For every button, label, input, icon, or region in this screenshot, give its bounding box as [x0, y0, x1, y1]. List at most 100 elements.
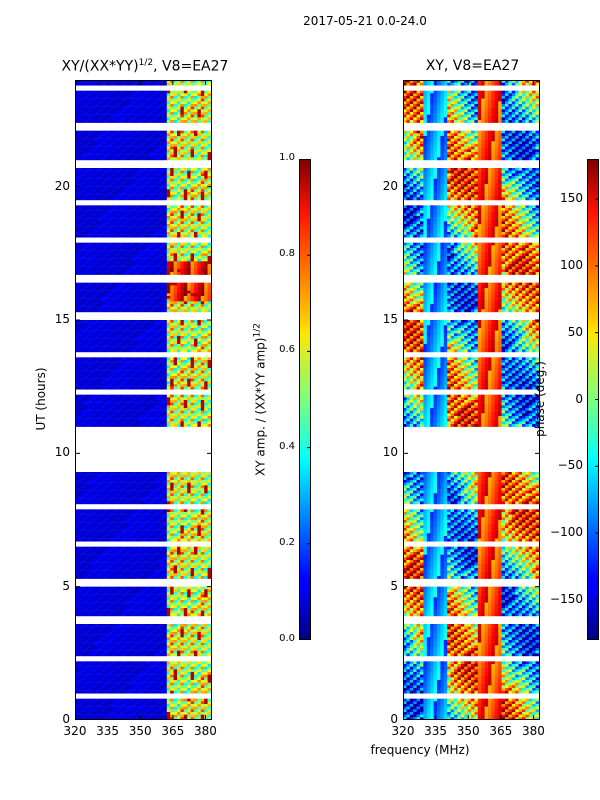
heatmap-cell	[129, 482, 134, 486]
heatmap-cell	[207, 424, 212, 427]
heatmap-cell	[136, 176, 140, 179]
heatmap-cell	[183, 496, 188, 499]
heatmap-cell	[109, 82, 113, 86]
heatmap-cell	[190, 181, 195, 185]
heatmap-cell	[85, 253, 89, 257]
heatmap-cell	[207, 154, 212, 158]
heatmap-cell	[200, 224, 205, 227]
heatmap-cell	[207, 218, 212, 222]
heatmap-cell	[139, 330, 144, 334]
heatmap-cell	[88, 266, 93, 270]
heatmap-cell	[95, 181, 100, 185]
heatmap-cell	[139, 416, 144, 419]
heatmap-cell	[170, 490, 174, 494]
heatmap-cell	[187, 101, 191, 105]
heatmap-cell	[119, 290, 123, 294]
heatmap-cell	[170, 368, 174, 371]
heatmap-cell	[78, 496, 83, 499]
heatmap-cell	[126, 338, 130, 342]
heatmap-cell	[163, 485, 168, 489]
heatmap-cell	[173, 322, 178, 326]
heatmap-cell	[153, 384, 157, 387]
heatmap-cell	[149, 208, 154, 211]
heatmap-cell	[139, 170, 144, 174]
heatmap-cell	[139, 192, 144, 195]
heatmap-cell	[149, 224, 154, 227]
heatmap-cell	[180, 106, 185, 110]
heatmap-cell	[180, 144, 185, 147]
heatmap-cell	[122, 413, 127, 417]
heatmap-cell	[129, 298, 134, 302]
heatmap-cell	[187, 98, 191, 102]
heatmap-cell	[132, 309, 137, 313]
heatmap-cell	[177, 120, 181, 123]
heatmap-cell	[126, 413, 130, 417]
heatmap-cell	[132, 141, 137, 145]
heatmap-cell	[92, 96, 96, 99]
heatmap-cell	[88, 224, 93, 227]
heatmap-cell	[177, 104, 181, 107]
heatmap-cell	[143, 157, 147, 161]
heatmap-cell	[149, 272, 154, 275]
heatmap-cell	[139, 378, 144, 382]
heatmap-cell	[190, 109, 195, 113]
heatmap-cell	[166, 328, 171, 331]
heatmap-cell	[190, 418, 195, 422]
heatmap-cell	[129, 80, 134, 83]
heatmap-cell	[126, 141, 130, 145]
heatmap-cell	[129, 413, 134, 417]
heatmap-cell	[88, 248, 93, 251]
heatmap-cell	[163, 373, 168, 377]
heatmap-cell	[81, 216, 86, 219]
heatmap-cell	[194, 152, 198, 155]
heatmap-cell	[200, 381, 205, 385]
heatmap-cell	[132, 381, 137, 385]
heatmap-cell	[129, 410, 134, 414]
heatmap-cell	[122, 109, 127, 113]
heatmap-cell	[115, 509, 120, 513]
heatmap-cell	[119, 80, 123, 83]
heatmap-cell	[173, 197, 178, 201]
heatmap-cell	[149, 197, 154, 201]
heatmap-cell	[75, 368, 79, 371]
heatmap-cell	[180, 341, 185, 345]
heatmap-cell	[122, 490, 127, 494]
heatmap-cell	[170, 133, 174, 137]
heatmap-cell	[143, 117, 147, 121]
heatmap-cell	[207, 333, 212, 337]
heatmap-cell	[177, 234, 181, 238]
heatmap-cell	[98, 245, 103, 249]
heatmap-cell	[122, 245, 127, 249]
heatmap-cell	[200, 384, 205, 387]
heatmap-cell	[197, 424, 202, 427]
heatmap-cell	[194, 157, 198, 161]
heatmap-cell	[163, 80, 168, 83]
heatmap-cell	[183, 194, 188, 198]
heatmap-cell	[153, 368, 157, 371]
heatmap-cell	[132, 370, 137, 374]
heatmap-cell	[115, 338, 120, 342]
heatmap-cell	[204, 106, 208, 110]
heatmap-cell	[156, 384, 161, 387]
heatmap-cell	[75, 418, 79, 422]
heatmap-cell	[166, 336, 171, 339]
heatmap-cell	[146, 96, 151, 99]
heatmap-cell	[112, 189, 117, 193]
heatmap-cell	[132, 221, 137, 225]
heatmap-cell	[183, 370, 188, 374]
heatmap-cell	[126, 282, 130, 286]
heatmap-cell	[200, 330, 205, 334]
heatmap-cell	[160, 368, 164, 371]
heatmap-cell	[173, 416, 178, 419]
heatmap-cell	[204, 250, 208, 254]
heatmap-cell	[143, 341, 147, 345]
heatmap-cell	[78, 208, 83, 211]
heatmap-cell	[126, 224, 130, 227]
heatmap-cell	[146, 365, 151, 369]
heatmap-cell	[109, 146, 113, 150]
heatmap-cell	[139, 421, 144, 425]
heatmap-cell	[207, 397, 212, 401]
heatmap-cell	[109, 194, 113, 198]
heatmap-cell	[160, 253, 164, 257]
heatmap-cell	[75, 173, 79, 177]
